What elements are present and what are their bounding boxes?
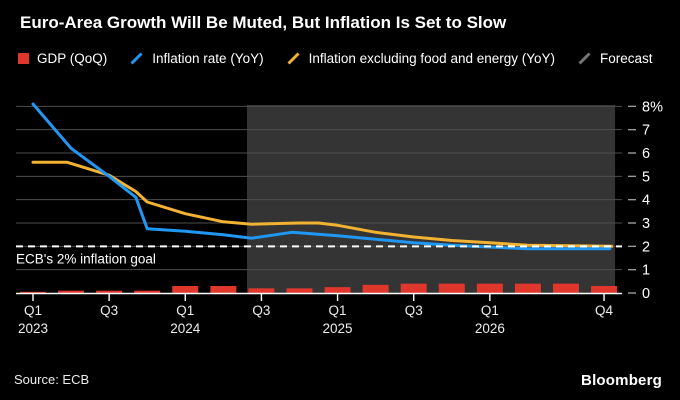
svg-text:5: 5: [642, 169, 650, 185]
svg-text:3: 3: [642, 216, 650, 232]
svg-text:Q1: Q1: [481, 303, 499, 318]
legend-item-inflation-rate: Inflation rate (YoY): [129, 51, 264, 66]
legend-item-gdp: GDP (QoQ): [18, 51, 107, 66]
slash-marker-icon: [287, 52, 300, 65]
svg-text:7: 7: [642, 123, 650, 139]
chart-legend: GDP (QoQ) Inflation rate (YoY) Inflation…: [18, 51, 666, 66]
svg-text:Q3: Q3: [252, 303, 270, 318]
svg-text:2: 2: [642, 239, 650, 255]
chart-canvas: Q1 2023 Q3 Q1 2024 Q3 Q1 2025 Q3 Q1 2026 Q4 0 1 2 3 4 5 6 7…: [16, 99, 663, 336]
svg-text:2025: 2025: [323, 321, 353, 336]
svg-text:ECB's 2% inflation goal: ECB's 2% inflation goal: [16, 251, 156, 266]
svg-text:1: 1: [642, 263, 650, 279]
svg-text:6: 6: [642, 146, 650, 162]
legend-label: Inflation rate (YoY): [152, 51, 264, 66]
slash-marker-icon: [578, 52, 591, 65]
svg-text:Q3: Q3: [100, 303, 118, 318]
svg-text:Q1: Q1: [24, 303, 42, 318]
legend-label: Inflation excluding food and energy (YoY…: [308, 51, 556, 66]
svg-text:Q3: Q3: [405, 303, 423, 318]
source-label: Source: ECB: [14, 372, 90, 387]
svg-text:2023: 2023: [18, 321, 48, 336]
legend-label: Forecast: [600, 51, 653, 66]
svg-text:8%: 8%: [642, 99, 663, 115]
legend-label: GDP (QoQ): [37, 51, 108, 66]
slash-marker-icon: [130, 52, 143, 65]
svg-text:2026: 2026: [475, 321, 505, 336]
bloomberg-logo: Bloomberg: [581, 372, 662, 389]
legend-item-core-inflation: Inflation excluding food and energy (YoY…: [286, 51, 555, 66]
legend-item-forecast: Forecast: [577, 51, 653, 66]
chart-title: Euro-Area Growth Will Be Muted, But Infl…: [20, 13, 507, 32]
svg-text:Q1: Q1: [176, 303, 194, 318]
svg-text:Q1: Q1: [329, 303, 347, 318]
svg-text:4: 4: [642, 193, 650, 209]
svg-text:Q4: Q4: [595, 303, 614, 318]
svg-text:2024: 2024: [170, 321, 201, 336]
square-marker-icon: [18, 53, 29, 64]
svg-text:0: 0: [642, 286, 650, 302]
